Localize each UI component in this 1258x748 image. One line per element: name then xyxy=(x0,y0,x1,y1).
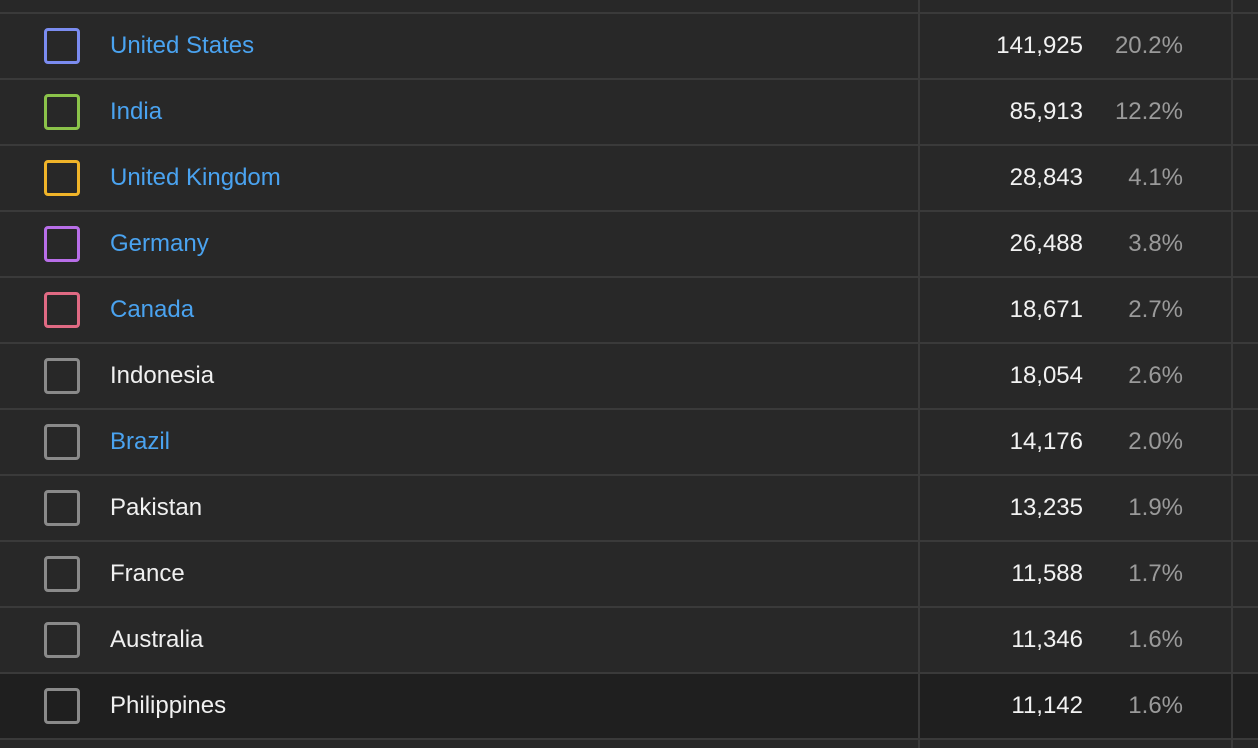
table-top-divider xyxy=(0,12,1258,14)
table-row[interactable]: United States 141,925 20.2% xyxy=(0,14,1258,80)
series-checkbox[interactable] xyxy=(44,490,80,526)
views-percent: 4.1% xyxy=(1128,164,1183,191)
column-divider xyxy=(1231,0,1233,748)
country-name: Philippines xyxy=(110,692,227,719)
table-row[interactable]: Indonesia 18,054 2.6% xyxy=(0,344,1258,410)
views-value: 13,235 xyxy=(1009,494,1083,521)
table-row[interactable]: France 11,588 1.7% xyxy=(0,542,1258,608)
views-percent: 1.6% xyxy=(1128,692,1183,719)
views-value: 11,346 xyxy=(1011,626,1083,653)
table-row[interactable]: Pakistan 13,235 1.9% xyxy=(0,476,1258,542)
views-value: 14,176 xyxy=(1009,428,1083,455)
series-checkbox[interactable] xyxy=(44,160,80,196)
series-checkbox[interactable] xyxy=(44,292,80,328)
country-name[interactable]: Germany xyxy=(110,230,209,257)
country-name: Indonesia xyxy=(110,362,215,389)
table-row[interactable]: Germany 26,488 3.8% xyxy=(0,212,1258,278)
views-percent: 3.8% xyxy=(1128,230,1183,257)
series-checkbox[interactable] xyxy=(44,358,80,394)
views-percent: 2.6% xyxy=(1128,362,1183,389)
country-name: Australia xyxy=(110,626,204,653)
views-percent: 1.6% xyxy=(1128,626,1183,653)
series-checkbox[interactable] xyxy=(44,424,80,460)
views-percent: 1.9% xyxy=(1128,494,1183,521)
views-percent: 2.7% xyxy=(1128,296,1183,323)
series-checkbox[interactable] xyxy=(44,688,80,724)
views-value: 11,588 xyxy=(1011,560,1083,587)
country-name[interactable]: United Kingdom xyxy=(110,164,281,191)
views-value: 28,843 xyxy=(1009,164,1083,191)
table-row[interactable]: Philippines 11,142 1.6% xyxy=(0,674,1258,740)
views-percent: 2.0% xyxy=(1128,428,1183,455)
table-row[interactable]: United Kingdom 28,843 4.1% xyxy=(0,146,1258,212)
country-name[interactable]: India xyxy=(110,98,163,125)
views-value: 85,913 xyxy=(1009,98,1083,125)
country-name: France xyxy=(110,560,185,587)
series-checkbox[interactable] xyxy=(44,226,80,262)
series-checkbox[interactable] xyxy=(44,28,80,64)
country-name: Pakistan xyxy=(110,494,203,521)
views-value: 18,671 xyxy=(1009,296,1083,323)
series-checkbox[interactable] xyxy=(44,622,80,658)
series-checkbox[interactable] xyxy=(44,556,80,592)
country-name[interactable]: Canada xyxy=(110,296,195,323)
column-divider xyxy=(918,0,920,748)
views-value: 11,142 xyxy=(1011,692,1083,719)
views-value: 18,054 xyxy=(1009,362,1083,389)
views-value: 26,488 xyxy=(1009,230,1083,257)
country-table: United States 141,925 20.2% India 85,913 12.2… xyxy=(0,14,1258,740)
table-row[interactable]: Australia 11,346 1.6% xyxy=(0,608,1258,674)
table-row[interactable]: Canada 18,671 2.7% xyxy=(0,278,1258,344)
table-row[interactable]: India 85,913 12.2% xyxy=(0,80,1258,146)
views-percent: 12.2% xyxy=(1114,98,1183,125)
views-value: 141,925 xyxy=(996,32,1083,59)
country-name[interactable]: Brazil xyxy=(110,428,171,455)
views-percent: 1.7% xyxy=(1128,560,1183,587)
table-row[interactable]: Brazil 14,176 2.0% xyxy=(0,410,1258,476)
country-name[interactable]: United States xyxy=(110,32,255,59)
views-percent: 20.2% xyxy=(1114,32,1183,59)
series-checkbox[interactable] xyxy=(44,94,80,130)
